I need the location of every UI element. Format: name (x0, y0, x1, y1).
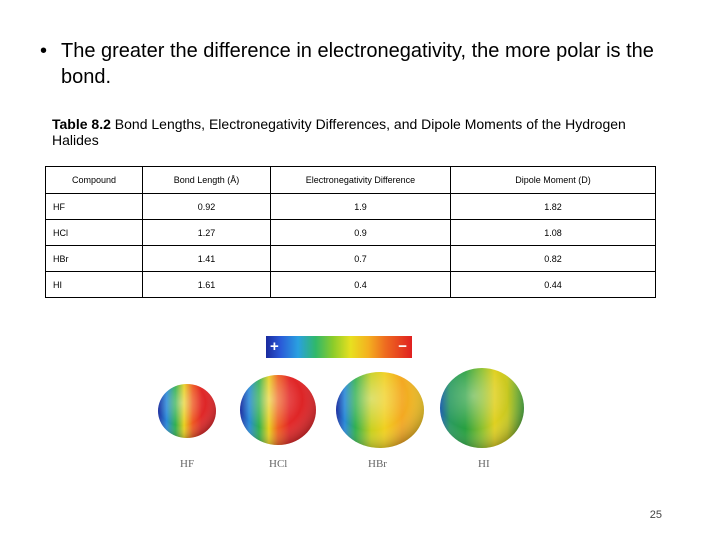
cell-bond-length: 1.27 (142, 219, 271, 246)
cell-dipole-moment: 1.82 (450, 193, 656, 220)
cell-dipole-moment: 0.82 (450, 245, 656, 272)
header-bond-length: Bond Length (Å) (142, 166, 271, 194)
bullet-point: • The greater the difference in electron… (40, 38, 680, 90)
cell-bond-length: 1.61 (142, 271, 271, 298)
cell-bond-length: 1.41 (142, 245, 271, 272)
table-caption-text: Bond Lengths, Electronegativity Differen… (52, 116, 626, 148)
molecule-label-hbr: HBr (368, 458, 387, 470)
bullet-text: The greater the difference in electroneg… (61, 40, 654, 88)
electrostatic-potential-maps (158, 368, 524, 448)
cell-compound: HF (45, 193, 143, 220)
molecule-label-hi: HI (478, 458, 490, 470)
table-row: HBr 1.41 0.7 0.82 (45, 245, 656, 272)
cell-en-difference: 0.7 (270, 245, 451, 272)
cell-compound: HBr (45, 245, 143, 272)
hi-molecule-map (440, 368, 524, 448)
cell-dipole-moment: 0.44 (450, 271, 656, 298)
electrostatic-potential-color-scale: + − (266, 336, 412, 358)
header-dipole-moment: Dipole Moment (D) (450, 166, 656, 194)
table-row: HI 1.61 0.4 0.44 (45, 271, 656, 298)
table-caption: Table 8.2 Bond Lengths, Electronegativit… (52, 116, 652, 148)
bullet-marker: • (40, 40, 48, 62)
hf-molecule-map (158, 384, 216, 438)
cell-dipole-moment: 1.08 (450, 219, 656, 246)
table-header-row: Compound Bond Length (Å) Electronegativi… (45, 166, 656, 194)
header-electronegativity-difference: Electronegativity Difference (270, 166, 451, 194)
cell-bond-length: 0.92 (142, 193, 271, 220)
negative-sign: − (398, 338, 407, 355)
hbr-molecule-map (336, 372, 424, 448)
cell-compound: HCl (45, 219, 143, 246)
page-number: 25 (649, 509, 662, 521)
cell-en-difference: 0.4 (270, 271, 451, 298)
cell-en-difference: 0.9 (270, 219, 451, 246)
header-compound: Compound (45, 166, 143, 194)
hcl-molecule-map (240, 375, 316, 445)
table-row: HCl 1.27 0.9 1.08 (45, 219, 656, 246)
cell-compound: HI (45, 271, 143, 298)
molecule-label-hcl: HCl (269, 458, 288, 470)
table-number: Table 8.2 (52, 116, 111, 132)
cell-en-difference: 1.9 (270, 193, 451, 220)
positive-sign: + (270, 338, 279, 355)
molecule-label-hf: HF (180, 458, 195, 470)
hydrogen-halides-table: Compound Bond Length (Å) Electronegativi… (45, 166, 656, 298)
table-row: HF 0.92 1.9 1.82 (45, 193, 656, 220)
